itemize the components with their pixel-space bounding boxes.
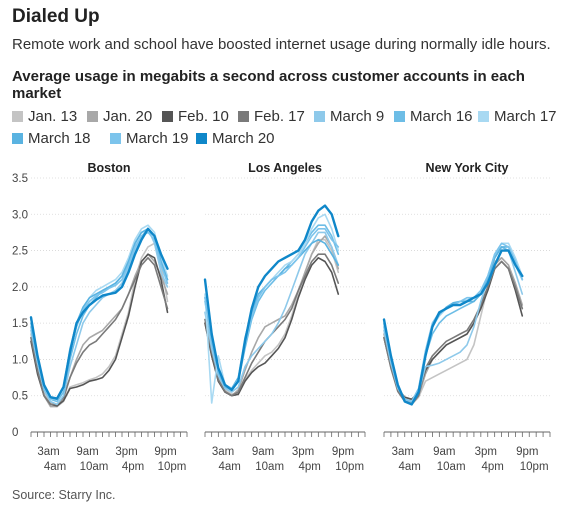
x-tick-label: 10am: [437, 461, 466, 473]
x-tick-label: 9pm: [516, 446, 538, 458]
series-line: [383, 242, 524, 403]
x-tick-label: 9pm: [332, 446, 354, 458]
x-tick-label: 4pm: [481, 461, 503, 473]
legend-item: Feb. 10: [162, 108, 229, 125]
series-line: [29, 227, 169, 400]
legend-swatch: [12, 111, 23, 122]
x-tick-label: 4am: [398, 461, 420, 473]
series-line: [30, 224, 169, 401]
series-line: [204, 231, 340, 393]
legend-swatch: [478, 111, 489, 122]
chart-subtitle: Remote work and school have boosted inte…: [12, 36, 551, 53]
x-tick-label: 3pm: [475, 446, 497, 458]
series-line: [383, 246, 524, 403]
x-tick-label: 3am: [37, 446, 59, 458]
y-tick-label: 3.5: [12, 173, 28, 185]
series-line: [30, 242, 169, 408]
series-line: [383, 260, 524, 401]
legend-item: March 18: [12, 130, 91, 147]
y-tick-label: 2.0: [12, 282, 28, 294]
x-tick-label: 10pm: [158, 461, 187, 473]
series-line: [203, 204, 340, 392]
legend-item: March 9: [314, 108, 384, 125]
legend-label: March 19: [126, 130, 189, 147]
x-tick-label: 4am: [44, 461, 66, 473]
y-tick-label: 0: [12, 427, 18, 439]
series-line: [383, 242, 524, 403]
series-line: [30, 257, 169, 406]
panel-title: New York City: [426, 161, 509, 175]
series-line: [30, 253, 169, 407]
legend-swatch: [87, 111, 98, 122]
series-line: [383, 257, 524, 406]
legend-label: March 9: [330, 108, 385, 125]
x-tick-label: 10pm: [335, 461, 364, 473]
legend-label: March 17: [494, 108, 557, 125]
legend-item: Feb. 17: [238, 108, 305, 125]
legend-swatch: [238, 111, 249, 122]
x-tick-label: 3pm: [292, 446, 314, 458]
x-tick-label: 4pm: [298, 461, 320, 473]
x-tick-label: 10am: [80, 461, 109, 473]
legend-label: Feb. 10: [178, 108, 229, 125]
panel-title: Los Angeles: [248, 161, 322, 175]
x-tick-label: 3pm: [115, 446, 137, 458]
series-line: [382, 249, 524, 406]
legend-swatch: [394, 111, 405, 122]
legend-label: Jan. 13: [28, 108, 78, 125]
series-line: [204, 238, 340, 390]
legend-item: March 17: [478, 108, 557, 125]
series-line: [30, 231, 169, 400]
legend-swatch: [110, 133, 121, 144]
x-tick-label: 9am: [252, 446, 274, 458]
x-tick-label: 4pm: [122, 461, 144, 473]
legend-swatch: [12, 133, 23, 144]
x-tick-label: 9pm: [154, 446, 176, 458]
x-tick-label: 3am: [392, 446, 414, 458]
x-tick-label: 10pm: [520, 461, 549, 473]
x-tick-label: 9am: [433, 446, 455, 458]
legend-item: March 19: [110, 130, 189, 147]
series-line: [383, 260, 524, 406]
x-tick-label: 10am: [255, 461, 284, 473]
legend-label: March 18: [28, 130, 91, 147]
legend-item: March 16: [394, 108, 473, 125]
legend-label: Jan. 20: [103, 108, 153, 125]
series-line: [204, 238, 340, 396]
panel-title: Boston: [87, 161, 130, 175]
legend-item: Jan. 13: [12, 108, 77, 125]
legend-label: March 20: [212, 130, 275, 147]
series-line: [204, 228, 340, 390]
series-line: [204, 224, 340, 391]
series-line: [204, 235, 340, 397]
legend-item: Jan. 20: [87, 108, 152, 125]
y-tick-label: 0.5: [12, 391, 28, 403]
legend-label: March 16: [410, 108, 473, 125]
series-line: [383, 257, 524, 404]
y-tick-label: 3.0: [12, 209, 28, 221]
legend-item: March 20: [196, 130, 275, 147]
series-line: [30, 253, 169, 408]
y-tick-label: 1.0: [12, 354, 28, 366]
y-tick-label: 2.5: [12, 246, 28, 258]
chart-title: Dialed Up: [12, 6, 100, 27]
legend-label: Feb. 17: [254, 108, 305, 125]
chart-heading: Average usage in megabits a second acros…: [12, 68, 525, 102]
y-tick-label: 1.5: [12, 318, 28, 330]
series-line: [204, 253, 340, 397]
series-line: [383, 246, 524, 403]
source-note: Source: Starry Inc.: [12, 488, 116, 502]
x-tick-label: 3am: [212, 446, 234, 458]
x-tick-label: 9am: [76, 446, 98, 458]
legend-swatch: [314, 111, 325, 122]
legend-swatch: [162, 111, 173, 122]
x-tick-label: 4am: [218, 461, 240, 473]
legend-swatch: [196, 133, 207, 144]
series-line: [383, 246, 524, 403]
